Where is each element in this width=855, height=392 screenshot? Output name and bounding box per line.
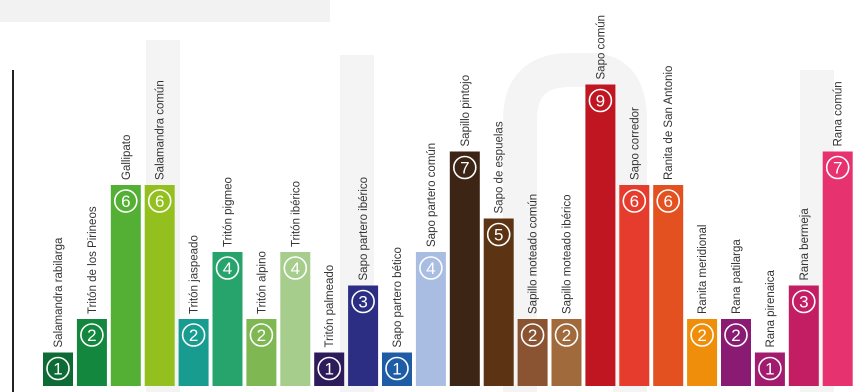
category-label: Sapo de espuelas [494,121,506,213]
data-label: 6 [155,192,164,211]
data-label: 2 [528,326,537,345]
category-label: Sapo partero ibérico [358,177,370,281]
data-label: 1 [324,360,333,379]
data-label: 3 [799,293,808,312]
bar [788,285,819,386]
category-label: Salamandra rabilarga [53,237,65,348]
category-label: Sapillo moteado común [528,194,540,314]
category-label: Sapo partero común [426,143,438,247]
value-badge-ring [351,289,375,314]
data-label: 4 [223,259,232,278]
bar [348,285,379,386]
data-label: 6 [630,192,639,211]
category-label: Tritón de los Pirineos [87,206,99,314]
bar [449,151,480,386]
category-label: Rana patilarga [731,239,743,314]
category-label: Ranita meridional [697,225,709,315]
value-badge-ring [215,256,240,280]
category-label: Sapillo pintojo [460,75,472,147]
value-badge-ring [385,356,409,381]
bar [619,185,650,386]
data-label: 2 [731,326,740,345]
bars-group: 1 Salamandra rabilarga 2 Tritón de los Piri… [43,15,853,386]
data-label: 6 [663,192,672,211]
value-badge-ring [622,189,647,213]
value-badge-ring [46,356,70,381]
category-label: Sapo partero bético [392,247,404,347]
value-badge-ring [791,289,816,314]
value-badge-ring [724,323,748,347]
category-label: Rana bermeja [799,208,811,281]
bar [144,185,175,386]
category-label: Tritón pigmeo [223,177,235,247]
category-label: Ranita de San Antonio [663,66,675,180]
category-label: Rana pirenaica [765,270,777,348]
bar [415,252,446,386]
value-badge-ring [656,189,681,213]
value-badge-ring [147,189,172,213]
data-label: 2 [189,326,198,345]
value-badge-ring [317,356,342,381]
data-label: 2 [697,326,706,345]
value-badge-ring [181,323,206,347]
data-label: 9 [596,92,605,111]
category-label: Tritón jaspeado [189,235,201,314]
value-badge-ring [520,323,545,347]
value-badge-ring [690,323,714,347]
value-badge-ring [554,323,579,347]
bar [653,185,684,386]
data-label: 1 [392,360,401,379]
data-label: 4 [426,259,435,278]
category-label: Tritón alpino [256,251,268,314]
data-label: 6 [121,192,130,211]
value-badge-ring [419,256,443,280]
bar [585,84,616,386]
category-label: Tritón ibérico [290,181,302,247]
bar [212,252,243,386]
data-label: 4 [291,259,300,278]
data-label: 2 [562,326,571,345]
value-badge-ring [588,88,613,113]
bar [280,252,311,386]
category-label: Rana común [833,81,845,146]
data-label: 3 [358,293,367,312]
value-badge-ring [825,155,850,180]
category-label: Tritón palmeado [324,265,336,348]
bar [822,151,853,386]
category-label: Sapo corredor [629,107,641,180]
value-badge-ring [486,222,511,247]
value-badge-ring [80,323,104,347]
bar [110,185,141,386]
value-badge-ring [283,256,308,280]
data-label: 7 [460,159,469,178]
value-badge-ring [114,189,138,213]
category-label: Sapillo moteado ibérico [562,194,574,314]
value-badge-ring [452,155,477,180]
category-label: Sapo común [595,15,607,80]
data-label: 1 [53,360,62,379]
category-label: Gallipato [121,135,133,180]
data-label: 1 [765,360,774,379]
value-badge-ring [758,356,782,381]
bar [483,218,514,386]
data-label: 2 [87,326,96,345]
category-label: Salamandra común [155,80,167,180]
data-label: 2 [257,326,266,345]
value-badge-ring [249,323,274,347]
data-label: 5 [494,226,503,245]
data-label: 7 [833,159,842,178]
